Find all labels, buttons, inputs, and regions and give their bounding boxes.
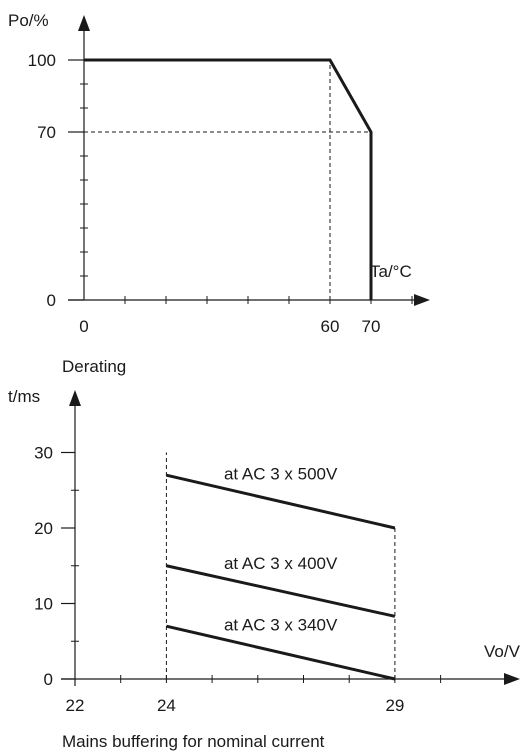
derating-y-axis-arrow (78, 15, 90, 31)
buffering-series-label: at AC 3 x 400V (224, 554, 338, 573)
buffering-y-tick-label: 10 (34, 595, 53, 614)
buffering-series-label: at AC 3 x 340V (224, 616, 338, 635)
buffering-y-axis-arrow (69, 390, 81, 406)
buffering-series-line (166, 473, 396, 530)
derating-x-tick-label: 0 (79, 317, 88, 336)
buffering-x-tick-label: 22 (66, 696, 85, 715)
buffering-y-tick-label: 0 (44, 670, 53, 689)
buffering-x-tick-label: 24 (157, 696, 176, 715)
buffering-x-tick-label: 29 (385, 696, 404, 715)
derating-x-tick-label: 70 (362, 317, 381, 336)
derating-chart-title: Derating (62, 357, 126, 376)
derating-y-axis-label: Po/% (8, 11, 49, 30)
derating-curve (84, 58, 373, 300)
buffering-y-axis-label: t/ms (8, 387, 40, 406)
derating-y-tick-label: 0 (47, 291, 56, 310)
buffering-series-line (166, 624, 396, 681)
buffering-series-line (166, 564, 396, 618)
derating-y-tick-label: 70 (37, 123, 56, 142)
buffering-y-tick-label: 20 (34, 519, 53, 538)
buffering-x-axis-arrow (504, 673, 520, 685)
derating-y-tick-label: 100 (28, 51, 56, 70)
derating-x-tick-label: 60 (321, 317, 340, 336)
derating-x-axis-label: Ta/°C (370, 262, 412, 281)
buffering-series-label: at AC 3 x 500V (224, 465, 338, 484)
buffering-x-axis-label: Vo/V (484, 642, 521, 661)
buffering-chart-title: Mains buffering for nominal current (62, 732, 325, 751)
derating-x-axis-arrow (414, 294, 430, 306)
buffering-y-tick-label: 30 (34, 444, 53, 463)
